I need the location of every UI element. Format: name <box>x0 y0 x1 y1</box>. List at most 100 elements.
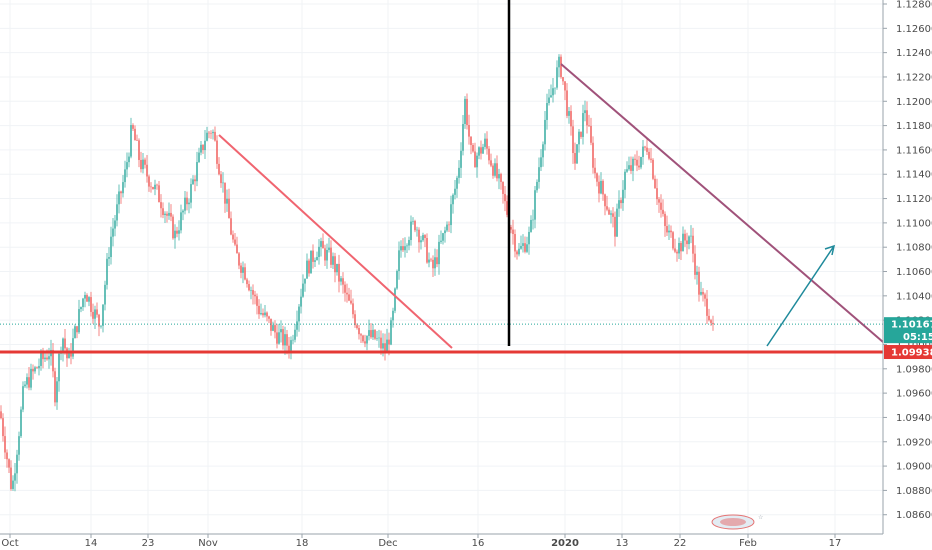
candle <box>366 335 368 351</box>
candle <box>218 157 220 176</box>
candle <box>170 204 172 222</box>
candle <box>94 305 96 329</box>
candle <box>604 193 606 216</box>
candle <box>568 107 570 124</box>
candle <box>544 110 546 151</box>
candle <box>248 280 250 292</box>
candle <box>92 303 94 324</box>
candle <box>292 334 294 345</box>
candle <box>658 196 660 213</box>
candle <box>418 227 420 253</box>
candle <box>306 253 308 279</box>
candle <box>486 131 488 155</box>
candle <box>338 254 340 293</box>
candle <box>690 225 692 244</box>
candle <box>620 197 622 209</box>
candle <box>346 283 348 303</box>
candle <box>390 317 392 346</box>
trendline-1[interactable] <box>218 134 453 349</box>
candle <box>278 323 280 345</box>
candle <box>616 203 618 237</box>
candle <box>364 334 366 348</box>
candle <box>518 243 520 257</box>
candle <box>308 258 310 277</box>
candle <box>64 328 66 355</box>
candle <box>676 249 678 262</box>
svg-text:☆: ☆ <box>758 514 763 521</box>
candle <box>330 240 332 269</box>
candle <box>288 336 290 359</box>
candle <box>130 117 132 159</box>
candle <box>66 347 68 367</box>
candle <box>660 194 662 218</box>
candle <box>498 168 500 190</box>
candle <box>264 304 266 318</box>
candle <box>420 235 422 250</box>
candle <box>126 152 128 178</box>
candle <box>352 298 354 319</box>
candle <box>580 131 582 139</box>
candle <box>238 252 240 270</box>
candle <box>526 236 528 254</box>
candle <box>708 308 710 322</box>
candle <box>290 336 292 360</box>
candle <box>128 152 130 168</box>
x-tick-label: 16 <box>472 538 485 549</box>
candle <box>108 247 110 267</box>
candle <box>530 215 532 233</box>
candle <box>584 100 586 122</box>
candle <box>260 303 262 316</box>
candle <box>378 329 380 348</box>
candle <box>150 182 152 193</box>
candle <box>336 263 338 276</box>
candle <box>540 149 542 171</box>
candle <box>146 154 148 183</box>
candle <box>554 87 556 95</box>
y-tick-label: 1.12000 <box>896 97 932 108</box>
candle <box>376 331 378 341</box>
candle <box>556 60 558 90</box>
y-tick-label: 1.10600 <box>896 267 932 278</box>
candle <box>112 217 114 247</box>
candle <box>368 319 370 341</box>
candle <box>632 156 634 182</box>
candle <box>638 155 640 170</box>
candle <box>210 130 212 139</box>
candle <box>122 174 124 198</box>
y-tick-label: 1.11800 <box>896 121 932 132</box>
candle <box>478 146 480 160</box>
candle <box>698 266 700 302</box>
candle <box>342 272 344 294</box>
candle <box>598 175 600 203</box>
arrow-drawing[interactable] <box>766 244 836 347</box>
candle <box>448 221 450 233</box>
candle <box>552 78 554 103</box>
candle <box>26 373 28 389</box>
candle <box>274 320 276 339</box>
trendline-2[interactable] <box>560 63 884 343</box>
candle <box>678 237 680 260</box>
x-tick-label: 22 <box>674 538 687 549</box>
candle <box>562 76 564 86</box>
candle <box>440 230 442 244</box>
candle <box>536 179 538 193</box>
candle <box>124 160 126 188</box>
candle <box>152 186 154 190</box>
candle <box>28 367 30 391</box>
candle <box>314 257 316 268</box>
candle <box>360 333 362 344</box>
candle <box>166 211 168 223</box>
y-tick-label: 1.12400 <box>896 48 932 59</box>
candle <box>582 104 584 145</box>
candle <box>456 175 458 198</box>
candle <box>570 105 572 136</box>
candle <box>406 243 408 254</box>
candle <box>470 136 472 155</box>
candle <box>400 240 402 258</box>
candle <box>188 198 190 214</box>
candle <box>490 153 492 168</box>
candle <box>564 81 566 101</box>
candle <box>416 226 418 237</box>
candle <box>646 138 648 155</box>
